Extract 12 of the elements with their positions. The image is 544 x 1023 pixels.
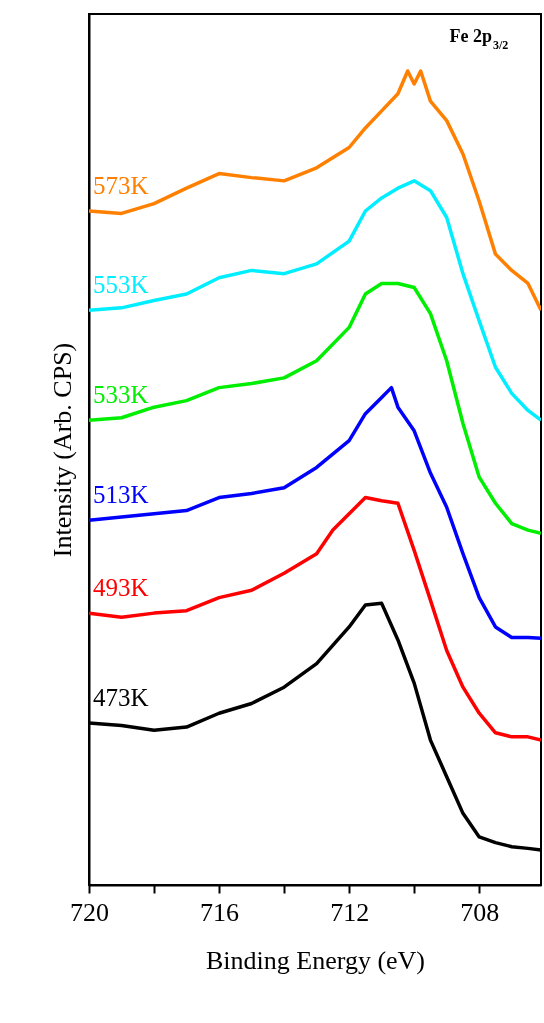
series-label: 533K — [93, 381, 149, 409]
x-tick-label: 720 — [70, 897, 109, 927]
x-tick-label: 712 — [330, 897, 370, 927]
series-label: 473K — [93, 684, 149, 712]
series-label: 493K — [93, 574, 149, 602]
x-tick-label: 716 — [200, 897, 240, 927]
x-tick-label: 708 — [460, 897, 500, 927]
y-axis-title: Intensity (Arb. CPS) — [47, 342, 77, 558]
series-label: 553K — [93, 271, 149, 299]
x-axis-title: Binding Energy (eV) — [205, 945, 426, 975]
series-label: 573K — [93, 171, 149, 199]
series-label: 513K — [93, 481, 149, 509]
